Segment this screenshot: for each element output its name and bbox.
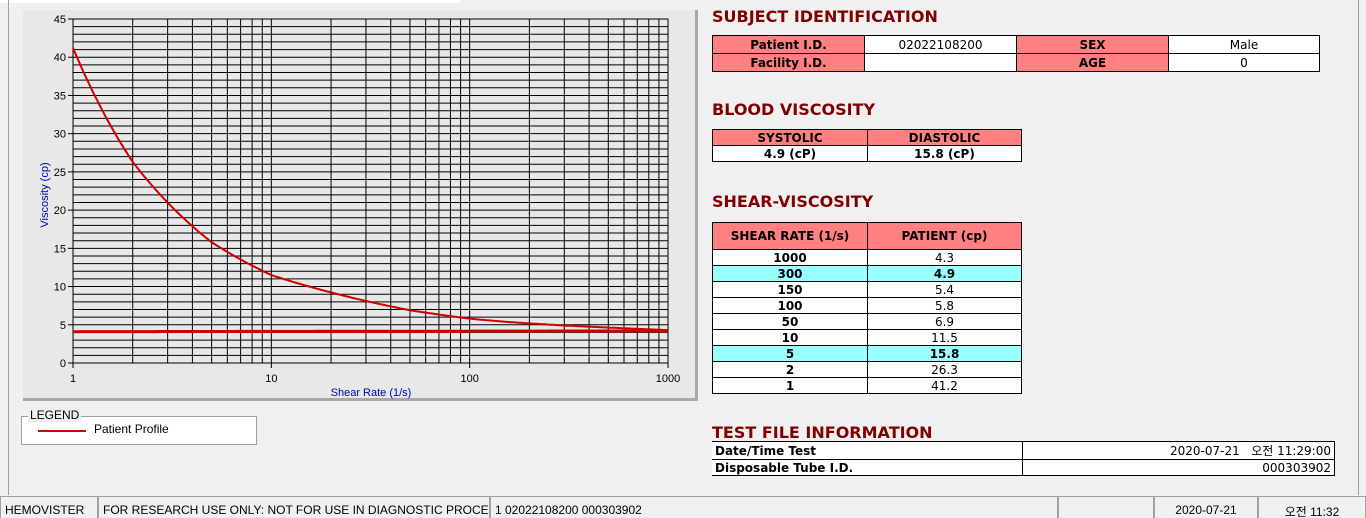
- diastolic-value: 15.8 (cP): [867, 145, 1022, 162]
- y-tick-label: 0: [60, 358, 66, 370]
- legend-title: LEGEND: [28, 408, 82, 422]
- age-label: AGE: [1016, 53, 1169, 72]
- shear-row: 300 4.9: [712, 265, 1022, 282]
- y-tick-label: 5: [60, 320, 66, 332]
- frame-right: [1358, 0, 1359, 495]
- status-notice: FOR RESEARCH USE ONLY: NOT FOR USE IN DI…: [98, 496, 490, 518]
- status-bar: HEMOVISTER FOR RESEARCH USE ONLY: NOT FO…: [0, 496, 1366, 518]
- shear-row: 50 6.9: [712, 313, 1022, 330]
- shear-rate-cell: 1000: [712, 249, 868, 266]
- shear-row: 5 15.8: [712, 345, 1022, 362]
- shear-rate-cell: 2: [712, 361, 868, 378]
- status-record: 1 02022108200 000303902: [490, 496, 1058, 518]
- y-tick-label: 20: [54, 205, 66, 217]
- y-tick-label: 35: [54, 90, 66, 102]
- patient-id-label: Patient I.D.: [712, 35, 865, 54]
- shear-rate-cell: 300: [712, 265, 868, 282]
- shear-rate-header: SHEAR RATE (1/s): [712, 222, 868, 250]
- shear-title: SHEAR-VISCOSITY: [712, 192, 874, 211]
- testfile-table: Date/Time Test 2020-07-21 오전 11:29:00 Dis…: [712, 441, 1335, 476]
- y-tick-label: 30: [54, 129, 66, 141]
- patient-value-cell: 11.5: [867, 329, 1022, 346]
- sex-label: SEX: [1016, 35, 1169, 54]
- chart-svg: 0 5 10 15 20 25 30 35 40 45 1 10 100 1000 Shear Rate …: [39, 14, 680, 399]
- shear-row: 2 26.3: [712, 361, 1022, 378]
- tube-label: Disposable Tube I.D.: [712, 459, 1023, 476]
- x-axis-label: Shear Rate (1/s): [331, 387, 412, 399]
- x-tick-label: 100: [460, 373, 478, 385]
- shear-rate-cell: 150: [712, 281, 868, 298]
- age-value: 0: [1168, 53, 1320, 72]
- reference-line: [73, 329, 668, 334]
- x-tick-label: 1: [70, 373, 76, 385]
- plot-area: [72, 18, 669, 364]
- y-tick-label: 45: [54, 14, 66, 26]
- shear-table: SHEAR RATE (1/s) PATIENT (cp) 1000 4.3 300 4…: [712, 222, 1022, 394]
- patient-value-cell: 4.3: [867, 249, 1022, 266]
- legend-entry: Patient Profile: [94, 422, 169, 436]
- patient-value-cell: 26.3: [867, 361, 1022, 378]
- sex-value: Male: [1168, 35, 1320, 54]
- shear-row: 150 5.4: [712, 281, 1022, 298]
- patient-value-cell: 5.8: [867, 297, 1022, 314]
- y-tick-label: 15: [54, 243, 66, 255]
- subject-table: Patient I.D. 02022108200 SEX Male Facility …: [712, 35, 1320, 72]
- patient-value-cell: 41.2: [867, 377, 1022, 394]
- x-tick-label: 10: [265, 373, 277, 385]
- status-app: HEMOVISTER: [0, 496, 98, 518]
- y-tick-label: 10: [54, 282, 66, 294]
- subject-title: SUBJECT IDENTIFICATION: [712, 7, 938, 26]
- date-label: Date/Time Test: [712, 441, 1023, 460]
- viscosity-chart: 0 5 10 15 20 25 30 35 40 45 1 10 100 1000 Shear Rate …: [23, 10, 698, 401]
- patient-id-value: 02022108200: [864, 35, 1017, 54]
- systolic-label: SYSTOLIC: [712, 129, 868, 146]
- facility-label: Facility I.D.: [712, 53, 865, 72]
- blood-title: BLOOD VISCOSITY: [712, 100, 876, 119]
- patient-value-cell: 6.9: [867, 313, 1022, 330]
- top-edge: [0, 0, 460, 3]
- x-tick-label: 1000: [656, 373, 680, 385]
- shear-row: 1000 4.3: [712, 249, 1022, 266]
- shear-row: 1 41.2: [712, 377, 1022, 394]
- y-axis-label: Viscosity (cp): [39, 162, 51, 227]
- tube-value: 000303902: [1021, 459, 1335, 476]
- shear-row: 100 5.8: [712, 297, 1022, 314]
- patient-value-cell: 5.4: [867, 281, 1022, 298]
- shear-rate-cell: 10: [712, 329, 868, 346]
- status-blank: [1058, 496, 1154, 518]
- shear-row: 10 11.5: [712, 329, 1022, 346]
- blood-table: SYSTOLIC DIASTOLIC 4.9 (cP) 15.8 (cP): [712, 129, 1022, 162]
- y-tick-label: 40: [54, 52, 66, 64]
- diastolic-label: DIASTOLIC: [867, 129, 1022, 146]
- shear-rate-cell: 50: [712, 313, 868, 330]
- legend: LEGEND Patient Profile: [21, 408, 257, 445]
- status-date: 2020-07-21: [1154, 496, 1258, 518]
- patient-profile-line: [72, 47, 669, 332]
- facility-value: [864, 53, 1017, 72]
- testfile-title: TEST FILE INFORMATION: [712, 423, 933, 442]
- status-time: 오전 11:32: [1258, 496, 1366, 518]
- shear-rate-cell: 5: [712, 345, 868, 362]
- patient-value-cell: 4.9: [867, 265, 1022, 282]
- y-tick-label: 25: [54, 167, 66, 179]
- shear-rate-cell: 100: [712, 297, 868, 314]
- patient-value-cell: 15.8: [867, 345, 1022, 362]
- date-value: 2020-07-21 오전 11:29:00: [1021, 441, 1335, 460]
- patient-header: PATIENT (cp): [867, 222, 1022, 250]
- systolic-value: 4.9 (cP): [712, 145, 868, 162]
- shear-rate-cell: 1: [712, 377, 868, 394]
- frame-left: [8, 0, 9, 495]
- legend-line-swatch: [38, 430, 86, 432]
